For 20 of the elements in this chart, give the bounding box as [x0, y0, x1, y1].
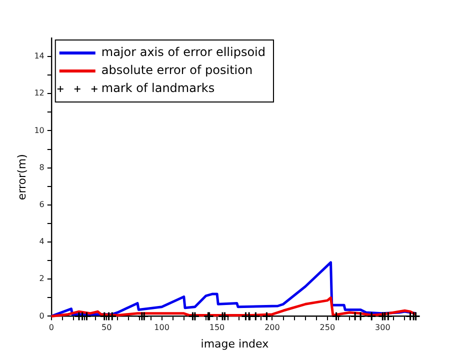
x-tick-label: 0 [48, 323, 54, 332]
y-tick-label: 10 [34, 126, 44, 135]
y-tick-label: 14 [34, 52, 44, 61]
x-axis-title: image index [200, 337, 270, 350]
x-tick-label: 150 [209, 323, 225, 332]
y-tick-label: 4 [39, 237, 44, 246]
x-tick-label: 100 [154, 323, 170, 332]
y-axis-title: error(m) [15, 154, 28, 200]
legend-label: major axis of error ellipsoid [101, 45, 266, 60]
y-tick-label: 6 [39, 200, 44, 209]
x-tick-label: 250 [320, 323, 336, 332]
y-tick-label: 8 [39, 162, 44, 172]
y-tick-label: 2 [39, 274, 44, 284]
legend-label: absolute error of position [101, 63, 253, 78]
y-tick-label: 12 [34, 88, 44, 98]
x-tick-label: 200 [264, 323, 280, 332]
legend-label: mark of landmarks [101, 81, 215, 96]
x-tick-label: 50 [102, 323, 112, 332]
x-tick-label: 300 [375, 323, 390, 332]
y-tick-label: 0 [39, 311, 44, 320]
